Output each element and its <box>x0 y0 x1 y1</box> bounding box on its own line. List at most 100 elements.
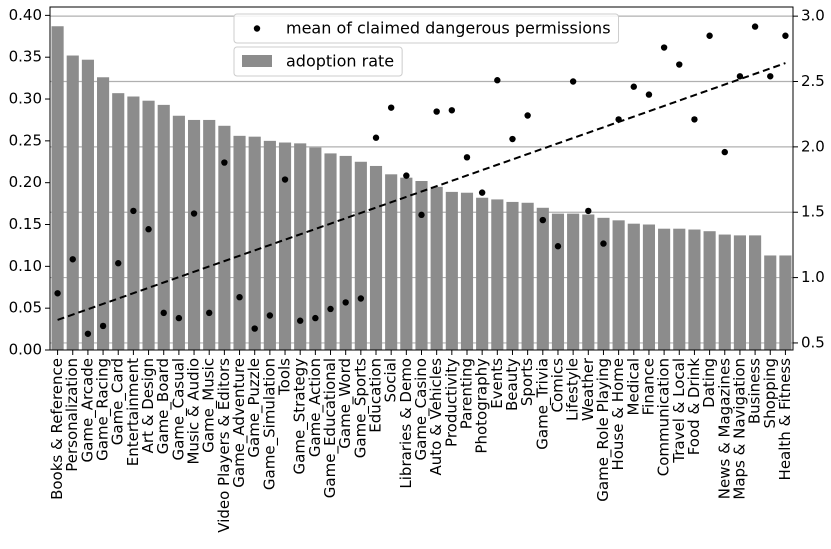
point <box>130 207 137 215</box>
point <box>630 83 637 90</box>
bar <box>218 125 231 350</box>
point <box>463 154 471 161</box>
bar <box>673 228 686 350</box>
point <box>645 91 653 98</box>
point <box>327 305 334 313</box>
x-tick-label: Game_Casual <box>169 358 188 461</box>
legend-box <box>233 46 403 77</box>
bar <box>157 104 170 350</box>
x-tick-label: Weather <box>579 357 597 421</box>
y2-tick-label: 3.0 <box>801 7 825 25</box>
point <box>312 314 319 322</box>
bar <box>521 202 534 350</box>
bar <box>339 155 352 350</box>
point <box>251 325 258 332</box>
x-tick-label: Social <box>382 358 400 402</box>
bar <box>445 191 458 350</box>
point <box>281 176 289 183</box>
bar <box>658 228 671 350</box>
x-tick-label: Game_Trivia <box>533 358 552 450</box>
bar <box>385 174 398 350</box>
legend-label: adoption rate <box>286 52 394 71</box>
legend-box <box>233 13 620 44</box>
x-tick-label: Personalization <box>63 358 81 472</box>
bar <box>688 229 701 350</box>
bar <box>764 255 777 350</box>
point <box>99 322 107 330</box>
bar <box>81 59 94 350</box>
x-tick-label: Game_Sports <box>351 358 370 458</box>
point <box>721 148 728 156</box>
x-tick-label: Game_Action <box>306 358 325 457</box>
x-tick-label: Food & Drink <box>685 358 703 456</box>
bar <box>536 207 549 350</box>
x-tick-label: Beauty <box>503 358 521 411</box>
x-tick-label: Lifestyle <box>564 358 582 421</box>
y2-tick-label: 2.5 <box>801 72 825 90</box>
x-tick-label: Game_Puzzle <box>245 358 264 458</box>
x-tick-label: Maps & Navigation <box>730 358 748 500</box>
x-tick-label: Shopping <box>761 358 779 428</box>
bar <box>551 213 565 350</box>
bar <box>97 77 110 351</box>
x-tick-label: Video Players & Editors <box>215 358 233 533</box>
x-tick-label: Game_Word <box>336 358 355 449</box>
point <box>585 207 592 215</box>
point <box>736 73 744 80</box>
point <box>433 108 440 115</box>
point <box>524 112 531 119</box>
point <box>145 226 152 233</box>
point <box>782 32 789 39</box>
x-tick-label: Sports <box>518 358 536 406</box>
x-tick-label: Game_Simulation <box>260 358 279 490</box>
bar <box>51 26 64 351</box>
x-tick-label: Game_Adventure <box>230 358 249 488</box>
bar <box>491 199 504 350</box>
bar <box>597 217 610 350</box>
point <box>69 256 76 263</box>
y2-tick-label: 2.0 <box>801 137 825 155</box>
x-tick-label: Auto & Vehicles <box>427 358 445 476</box>
x-tick-label: Books & Reference <box>48 358 66 500</box>
x-tick-label: Communication <box>655 358 673 476</box>
bar <box>309 147 322 350</box>
x-tick-label: Game_Role Playing <box>594 358 613 502</box>
x-tick-label: Game_Board <box>154 358 173 454</box>
bar <box>567 213 580 350</box>
y-tick-label: 0.15 <box>9 215 42 233</box>
x-tick-label: Education <box>367 358 385 433</box>
point <box>115 260 122 267</box>
bar <box>642 224 656 350</box>
x-tick-label: Game_Music <box>200 358 219 453</box>
bar <box>415 181 428 350</box>
legend-swatch <box>242 55 272 67</box>
point <box>160 309 167 317</box>
y-tick-label: 0.30 <box>9 90 42 108</box>
point <box>206 309 213 317</box>
x-tick-label: Game_Racing <box>94 358 113 461</box>
bar <box>112 93 125 351</box>
y-tick-label: 0.40 <box>9 6 42 24</box>
x-tick-label: Game_Educational <box>321 358 340 498</box>
point <box>357 295 365 302</box>
point <box>418 211 425 219</box>
point <box>387 104 395 111</box>
x-tick-label: Dating <box>700 358 718 408</box>
x-tick-label: News & Magazines <box>715 358 733 499</box>
bar <box>278 142 292 350</box>
point <box>190 210 198 217</box>
point <box>706 32 713 39</box>
y2-tick-label: 1.5 <box>801 203 825 221</box>
bar <box>718 234 731 350</box>
point <box>767 73 774 80</box>
x-tick-label: Entertainment <box>124 358 142 466</box>
bar <box>460 192 474 350</box>
x-tick-label: Photography <box>473 358 491 454</box>
bar <box>324 153 337 350</box>
bar <box>476 197 489 350</box>
point <box>221 159 228 166</box>
y-tick-label: 0.00 <box>9 341 42 359</box>
bar <box>582 214 595 350</box>
x-tick-label: Game_Arcade <box>78 358 97 462</box>
